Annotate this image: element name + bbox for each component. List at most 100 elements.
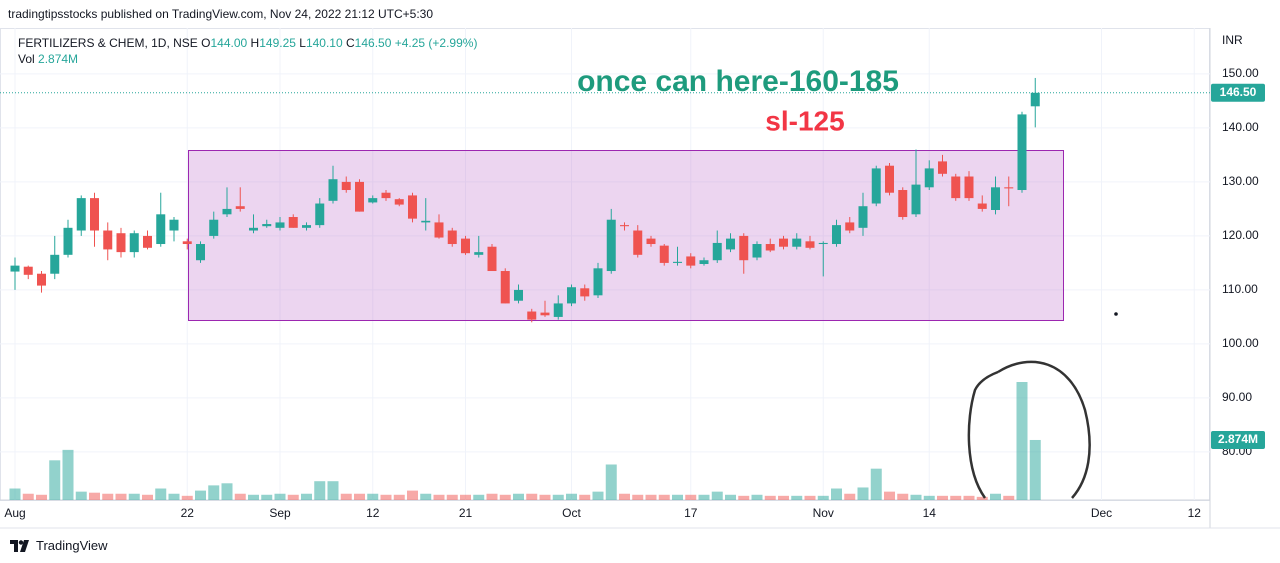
volume-bar	[725, 494, 736, 500]
candle-body	[924, 168, 934, 188]
volume-bar	[1003, 495, 1015, 500]
volume-bar	[738, 495, 750, 500]
volume-bar	[75, 491, 87, 500]
candle-body	[461, 238, 470, 254]
candle-body	[779, 238, 788, 247]
volume-bar	[658, 494, 670, 500]
ohlc-key: L	[299, 36, 306, 50]
candle-body	[355, 181, 364, 212]
volume-bar	[778, 495, 789, 500]
x-tick-label: 14	[923, 506, 937, 520]
y-tick-label: 150.00	[1222, 66, 1259, 80]
candle-body	[673, 261, 682, 263]
volume-tag	[1211, 430, 1265, 449]
candle-body	[739, 235, 749, 261]
y-tick-label: 100.00	[1222, 336, 1259, 350]
candle-body	[818, 242, 828, 245]
candle-body	[408, 195, 417, 219]
volume-bar	[9, 488, 21, 500]
volume-bar	[870, 468, 882, 500]
volume-bar	[963, 495, 975, 500]
candle-body	[90, 198, 99, 231]
x-tick-label: 12	[366, 506, 380, 520]
candle-body	[593, 268, 603, 296]
volume-bar	[274, 493, 286, 500]
volume-bar	[446, 494, 458, 500]
volume-bar	[380, 494, 392, 500]
volume-bar	[672, 494, 683, 500]
volume-bar	[314, 481, 326, 500]
candle-body	[302, 225, 311, 228]
candle-body	[474, 252, 484, 255]
volume-bar	[142, 494, 153, 500]
volume-bar	[910, 494, 922, 500]
candle-body	[315, 203, 325, 226]
candle-body	[1004, 187, 1014, 189]
candle-body	[341, 181, 351, 191]
currency-label: INR	[1222, 33, 1243, 47]
candle-body	[196, 244, 205, 261]
volume-bar	[393, 494, 405, 500]
candle-body	[129, 233, 139, 253]
volume-bar	[857, 487, 869, 500]
x-tick-label: Dec	[1091, 506, 1112, 520]
candle-body	[103, 230, 113, 250]
volume-bar	[923, 495, 935, 500]
vol-value: 2.874M	[38, 52, 79, 66]
change: +4.25 (+2.99%)	[394, 36, 478, 50]
candle-body	[606, 219, 616, 272]
publish-header: tradingtipsstocks published on TradingVi…	[8, 7, 434, 21]
x-tick-label: 17	[684, 506, 698, 520]
volume-tag-label: 2.874M	[1218, 432, 1258, 446]
candle-body	[235, 206, 245, 209]
volume-bar	[195, 490, 206, 500]
candle-body	[845, 222, 855, 231]
volume-bar	[155, 488, 167, 500]
candle-body	[858, 206, 868, 228]
volume-bar	[884, 491, 895, 500]
volume-bar	[566, 493, 577, 500]
candle-body	[938, 161, 947, 174]
x-tick-label: Sep	[269, 506, 291, 520]
candle-body	[434, 222, 444, 238]
volume-bar	[367, 493, 379, 500]
volume-bar	[36, 494, 47, 500]
volume-bar	[552, 494, 564, 500]
volume-bar	[844, 493, 856, 500]
candle-body	[381, 192, 391, 199]
volume-bar	[764, 495, 776, 500]
annotation: sl-125	[765, 105, 844, 136]
ohlc-value: 149.25	[259, 36, 296, 50]
footer: TradingView	[10, 538, 108, 553]
y-tick-label: 90.00	[1222, 390, 1252, 404]
x-tick-label: Oct	[562, 506, 581, 520]
candle-body	[222, 208, 232, 215]
candle-body	[262, 224, 272, 227]
volume-bar	[208, 485, 220, 500]
volume-bar	[234, 493, 246, 500]
volume-bar	[539, 494, 551, 500]
volume-bar	[619, 493, 630, 500]
x-tick-label: Aug	[4, 506, 25, 520]
volume-bar	[420, 493, 432, 500]
candle-body	[63, 227, 73, 255]
candle-body	[116, 233, 126, 253]
volume-bar	[486, 493, 498, 500]
volume-bar	[287, 494, 299, 500]
volume-bar	[102, 493, 114, 500]
candle-body	[527, 311, 537, 320]
candle-body	[37, 273, 46, 286]
volume-bar	[221, 483, 233, 500]
ohlc-key: O	[201, 36, 211, 50]
legend-row: FERTILIZERS & CHEM, 1D, NSE O144.00 H149…	[18, 35, 477, 51]
volume-bar	[976, 496, 988, 500]
candle-body	[885, 165, 894, 193]
y-tick-label: 140.00	[1222, 120, 1259, 134]
volume-bar	[62, 449, 74, 500]
ohlc-value: 144.00	[210, 36, 248, 50]
candle-body	[275, 222, 285, 228]
hand-drawn-circle	[967, 360, 1091, 499]
volume-bar	[89, 492, 100, 500]
brand: TradingView	[36, 538, 108, 553]
